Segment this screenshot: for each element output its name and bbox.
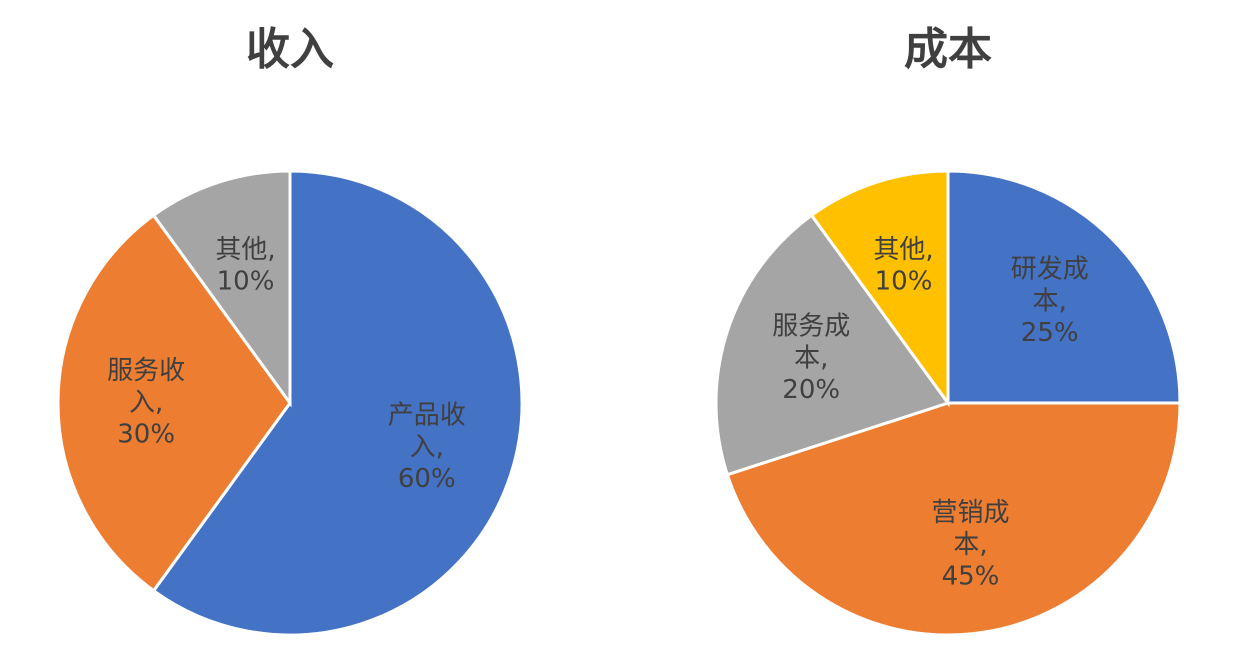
- data-label: 30%: [117, 420, 175, 450]
- pie-slice: [151, 169, 524, 637]
- category-label: 产品收入,: [388, 400, 466, 462]
- category-label-line: 入,: [129, 388, 163, 418]
- category-label-line: 研发成: [1011, 254, 1089, 284]
- pie-slice: [946, 169, 1182, 405]
- category-label-line: 本,: [1033, 286, 1067, 316]
- data-label: 25%: [1021, 318, 1079, 348]
- category-label: 其他,: [873, 235, 933, 265]
- pie-slice: [809, 169, 950, 408]
- category-label: 其他,: [215, 235, 275, 265]
- pie-slice: [714, 213, 951, 477]
- category-label-line: 本,: [953, 530, 987, 560]
- category-label-line: 本,: [794, 343, 828, 373]
- pie-slice: [151, 169, 292, 408]
- category-label-line: 其他,: [215, 235, 275, 265]
- data-label: 60%: [398, 464, 456, 494]
- category-label-line: 服务成: [772, 311, 850, 341]
- category-label-line: 其他,: [873, 235, 933, 265]
- category-label: 服务收入,: [107, 356, 185, 418]
- pie-slice: [56, 213, 292, 593]
- data-label: 20%: [782, 375, 840, 405]
- category-label: 营销成本,: [931, 498, 1009, 560]
- data-label: 45%: [942, 562, 1000, 592]
- category-label-line: 入,: [410, 432, 444, 462]
- chart-title: 收入: [246, 24, 334, 75]
- category-label-line: 服务收: [107, 356, 185, 386]
- data-label: 10%: [875, 267, 933, 297]
- pie-slice: [725, 401, 1182, 637]
- category-label-line: 产品收: [388, 400, 466, 430]
- category-label: 服务成本,: [772, 311, 850, 373]
- category-label-line: 营销成: [931, 498, 1009, 528]
- chart-title: 成本: [904, 24, 992, 75]
- data-label: 10%: [217, 267, 275, 297]
- category-label: 研发成本,: [1011, 254, 1089, 316]
